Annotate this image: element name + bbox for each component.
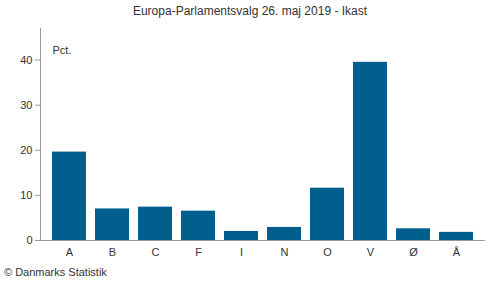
- html-text:Europa-Parlamentsvalg 26. maj: Europa-Parlamentsvalg 26. maj 2019 - Ika…: [132, 4, 368, 18]
- svg-text:N: N: [281, 246, 289, 258]
- svg-text:Ø: Ø: [409, 246, 418, 258]
- svg-text:10: 10: [20, 189, 32, 201]
- html-text:© Danmarks Statistik: © Danmarks Statistik: [4, 266, 107, 278]
- svg-text:40: 40: [20, 54, 32, 66]
- svg-text:A: A: [66, 246, 74, 258]
- svg-text:Å: Å: [453, 246, 461, 258]
- svg-text:Pct.: Pct.: [53, 44, 72, 56]
- svg-text:B: B: [109, 246, 116, 258]
- svg-text:O: O: [323, 246, 332, 258]
- svg-text:F: F: [195, 246, 202, 258]
- svg-text:20: 20: [20, 144, 32, 156]
- svg-text:C: C: [152, 246, 160, 258]
- svg-text:0: 0: [26, 234, 32, 246]
- svg-text:30: 30: [20, 99, 32, 111]
- svg-text:I: I: [240, 246, 243, 258]
- svg-text:V: V: [367, 246, 375, 258]
